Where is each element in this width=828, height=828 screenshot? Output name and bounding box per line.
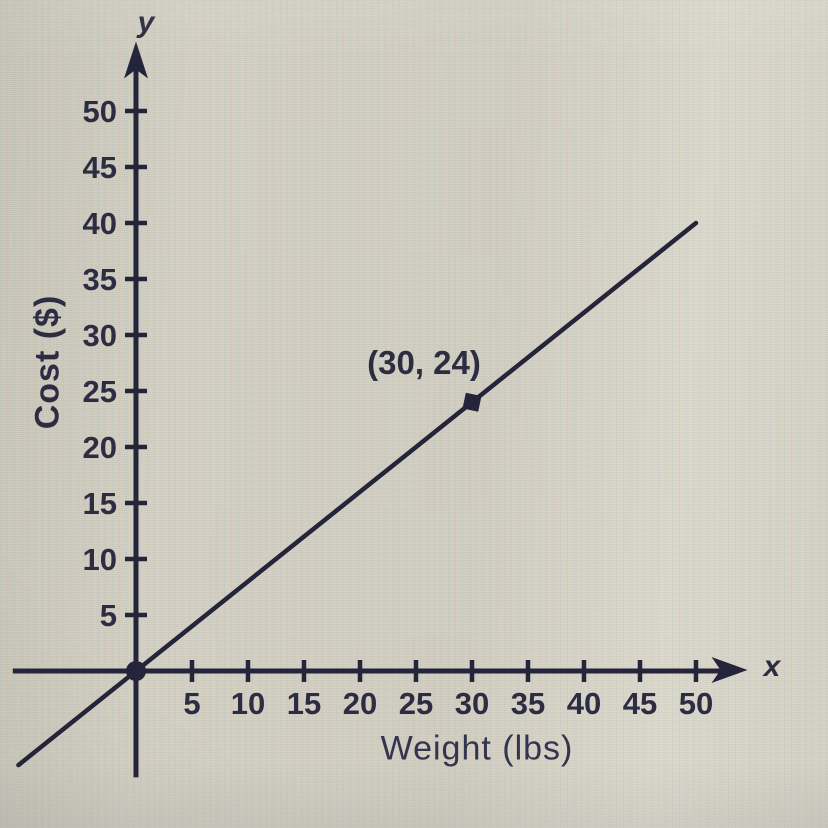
svg-text:5: 5 xyxy=(183,686,200,721)
y-axis-letter: y xyxy=(137,6,155,39)
y-ticks: 5 10 15 20 25 30 35 40 45 50 xyxy=(83,94,147,633)
svg-text:35: 35 xyxy=(511,686,545,721)
data-line xyxy=(16,220,699,768)
svg-text:40: 40 xyxy=(567,686,601,721)
svg-text:25: 25 xyxy=(399,686,433,721)
svg-text:20: 20 xyxy=(343,686,377,721)
svg-text:30: 30 xyxy=(83,318,117,353)
svg-text:45: 45 xyxy=(83,150,117,185)
svg-text:50: 50 xyxy=(679,686,713,721)
x-axis-letter: x xyxy=(763,650,781,683)
x-axis-title: Weight (lbs) xyxy=(380,729,574,768)
svg-text:15: 15 xyxy=(83,486,117,521)
axes xyxy=(12,41,748,778)
origin-point xyxy=(126,661,146,681)
y-axis-arrow xyxy=(124,41,148,79)
svg-text:20: 20 xyxy=(83,430,117,465)
svg-text:30: 30 xyxy=(455,686,489,721)
svg-text:45: 45 xyxy=(623,686,657,721)
x-axis-arrow xyxy=(711,657,748,683)
y-axis-title: Cost ($) xyxy=(28,294,67,430)
svg-text:10: 10 xyxy=(231,686,265,721)
point-label: (30, 24) xyxy=(367,344,481,381)
svg-text:25: 25 xyxy=(83,374,117,409)
svg-text:10: 10 xyxy=(83,542,117,577)
svg-text:50: 50 xyxy=(83,94,117,129)
svg-text:35: 35 xyxy=(83,262,117,297)
data-point-marker xyxy=(462,392,482,412)
x-ticks: 5 10 15 20 25 30 35 40 45 50 xyxy=(183,660,713,721)
svg-text:5: 5 xyxy=(100,598,117,633)
svg-text:40: 40 xyxy=(83,206,117,241)
svg-text:15: 15 xyxy=(287,686,321,721)
